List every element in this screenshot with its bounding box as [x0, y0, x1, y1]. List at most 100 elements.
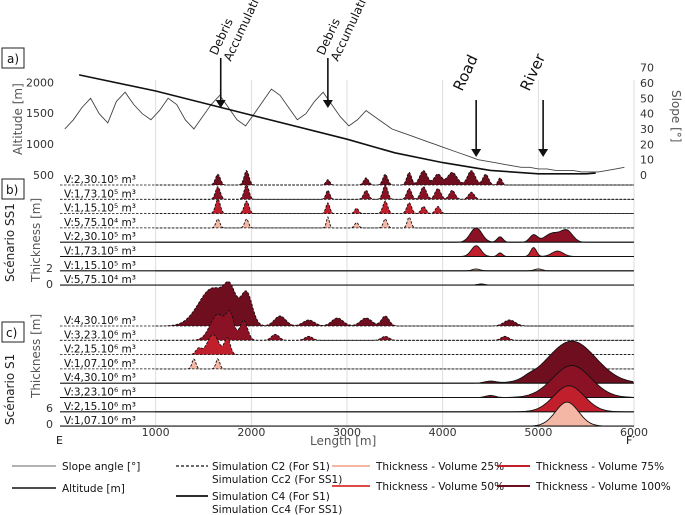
volume-label: V:2,15.10⁶ m³: [64, 401, 136, 413]
annotation-arrow-head: [538, 149, 549, 157]
slope-tick-label: 20: [640, 138, 654, 151]
volume-label: V:4,30.10⁶ m³: [64, 372, 136, 384]
x-ticks: 1000 2000 3000 4000 5000 6000: [142, 426, 648, 439]
volume-label: V:2,15.10⁶ m³: [64, 344, 136, 356]
panel-c-scale-top: 6: [46, 402, 53, 415]
x-tick-label: 5000: [524, 426, 552, 439]
slope-tick-label: 40: [640, 108, 654, 121]
slope-line: [64, 88, 625, 173]
x-axis: 1000 2000 3000 4000 5000 6000 E F′ Length [m]: [56, 426, 648, 448]
panel-c-thickness-label: Thickness [m]: [29, 314, 43, 399]
thickness-row: V:1,15.10⁵ m³: [60, 260, 634, 272]
thickness-row: V:5,75.10⁴ m³: [60, 274, 634, 286]
slope-tick-label: 30: [640, 123, 654, 136]
annotation-label: River: [516, 50, 549, 94]
thickness-row: V:2,15.10⁶ m³: [60, 385, 634, 413]
volume-label: V:1,73.10⁵ m³: [64, 188, 136, 200]
thickness-area: [155, 217, 634, 228]
panel-c-label: c): [6, 326, 17, 340]
volume-label: V:1,07.10⁶ m³: [64, 358, 136, 370]
thickness-area: [155, 365, 634, 398]
annotation-label: Road: [449, 52, 481, 94]
legend-cc2-label: Simulation Cc2 (For SS1): [212, 474, 342, 486]
panel-a-box: [1, 47, 25, 69]
legend-v100-label: Thickness - Volume 100%: [535, 481, 671, 493]
altitude-line: [78, 74, 596, 175]
thickness-row: V:1,73.10⁵ m³: [60, 245, 634, 258]
panel-c: c) Scénario S1 Thickness [m] 6 0 V:4,30.…: [1, 281, 634, 431]
legend-altitude-label: Altitude [m]: [62, 483, 125, 495]
thickness-row: V:1,73.10⁵ m³: [60, 184, 634, 200]
x-tick-label: 6000: [620, 426, 648, 439]
x-tick-label: 2000: [237, 426, 265, 439]
thickness-area: [155, 385, 634, 412]
altitude-axis-label: Altitude [m]: [11, 83, 25, 155]
thickness-row: V:3,23.10⁶ m³: [60, 309, 634, 341]
volume-label: V:1,07.10⁶ m³: [64, 415, 136, 427]
annotation-arrow-head: [322, 100, 333, 108]
legend-v25-label: Thickness - Volume 25%: [375, 461, 504, 473]
panel-b-scale-bottom: 0: [46, 278, 53, 291]
x-tick-label: 1000: [142, 426, 170, 439]
volume-label: V:1,73.10⁵ m³: [64, 246, 136, 258]
thickness-area: [155, 310, 634, 341]
thickness-area: [155, 402, 634, 427]
volume-label: V:2,30.10⁵ m³: [64, 231, 136, 243]
x-tick-label: 4000: [429, 426, 457, 439]
x-tick-label: 3000: [333, 426, 361, 439]
slope-axis-label: Slope [°]: [669, 90, 683, 142]
panel-b: b) Scénario SS1 Thickness [m] 2 0 V:2,30…: [1, 169, 634, 291]
panel-a-label: a): [7, 52, 19, 66]
thickness-outline: [155, 281, 634, 327]
annotation-arrow-head: [215, 100, 226, 108]
thickness-row: V:3,23.10⁶ m³: [60, 365, 634, 399]
legend-slope-label: Slope angle [°]: [62, 461, 140, 473]
altitude-tick-label: 500: [33, 169, 54, 182]
slope-tick-label: 70: [640, 62, 654, 75]
thickness-row: V:2,30.10⁵ m³: [60, 227, 634, 243]
panel-c-scenario-label: Scénario S1: [3, 354, 17, 425]
thickness-area: [155, 184, 634, 200]
thickness-area: [155, 199, 634, 214]
legend-v75-label: Thickness - Volume 75%: [535, 461, 664, 473]
thickness-row: V:5,75.10⁴ m³: [60, 215, 634, 229]
panel-b-scale-top: 2: [46, 262, 53, 275]
panel-b-rows: V:2,30.10⁵ m³ V:1,73.10⁵ m³ V:1,15.10⁵ m³ V…: [60, 169, 634, 286]
thickness-area: [155, 227, 634, 243]
thickness-outline: [155, 215, 634, 229]
legend-v50-label: Thickness - Volume 50%: [375, 481, 504, 493]
thickness-row: V:2,30.10⁵ m³: [60, 169, 634, 186]
volume-label: V:5,75.10⁴ m³: [64, 217, 136, 229]
slope-tick-label: 0: [640, 169, 647, 182]
legend-c2-label: Simulation C2 (For S1): [212, 461, 330, 473]
slope-tick-label: 60: [640, 77, 654, 90]
x-start-label: E: [56, 434, 63, 447]
slope-tick-label: 50: [640, 92, 654, 105]
panel-c-scale-bottom: 0: [46, 418, 53, 431]
volume-label: V:1,15.10⁵ m³: [64, 203, 136, 215]
thickness-row: V:1,15.10⁵ m³: [60, 198, 634, 215]
panel-b-label: b): [6, 183, 18, 197]
volume-label: V:5,75.10⁴ m³: [64, 274, 136, 286]
thickness-area: [155, 334, 634, 355]
altitude-tick-label: 1000: [26, 138, 54, 151]
thickness-area: [155, 281, 634, 326]
x-end-label: F′: [626, 434, 635, 447]
thickness-outline: [155, 169, 634, 186]
volume-label: V:4,30.10⁶ m³: [64, 315, 136, 327]
x-axis-label: Length [m]: [310, 434, 376, 448]
legend-c4-label: Simulation C4 (For S1): [212, 491, 330, 503]
altitude-tick-label: 2000: [26, 76, 54, 89]
volume-label: V:3,23.10⁶ m³: [64, 387, 136, 399]
panel-c-box: [1, 321, 25, 343]
thickness-area: [155, 170, 634, 185]
panel-b-thickness-label: Thickness [m]: [29, 198, 43, 283]
panel-a: a) Altitude [m] Slope [°] 50010001500200…: [1, 47, 683, 182]
slope-ticks: 0 10 20 30 40 50 60 70: [640, 62, 654, 182]
panel-b-scenario-label: Scénario SS1: [3, 203, 17, 282]
volume-label: V:2,30.10⁵ m³: [64, 174, 136, 186]
altitude-tick-label: 1500: [26, 107, 54, 120]
legend-cc4-label: Simulation Cc4 (For SS1): [212, 504, 342, 515]
